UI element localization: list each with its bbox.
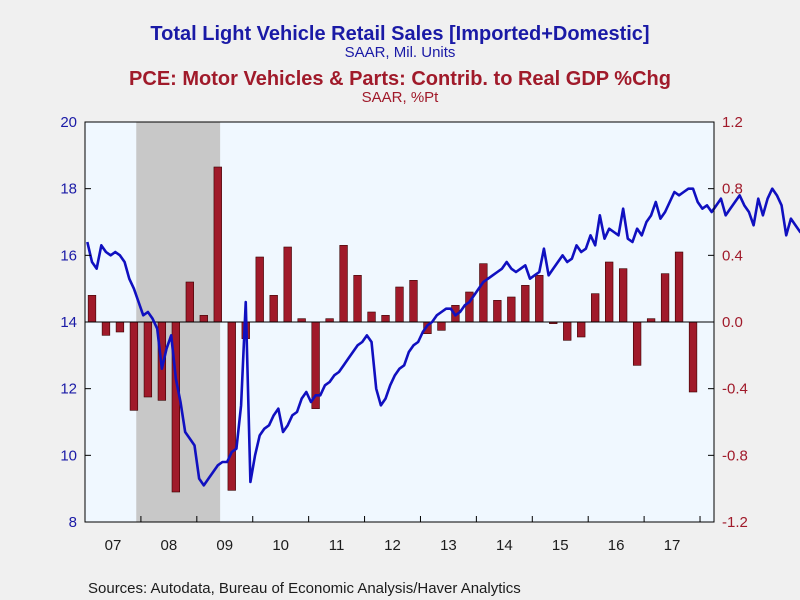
bar <box>283 246 292 323</box>
bar <box>353 275 362 323</box>
bar <box>115 321 125 333</box>
bar <box>660 273 670 323</box>
bar <box>339 245 348 323</box>
bar <box>87 295 97 323</box>
left-tick-label: 16 <box>60 247 77 264</box>
right-axis: -1.2 -0.8 -0.4 0.0 0.4 0.8 1.2 <box>708 114 748 531</box>
left-tick-label: 8 <box>69 514 77 531</box>
right-tick-label: 0.0 <box>722 314 743 331</box>
left-tick-label: 18 <box>60 181 77 198</box>
bar <box>199 315 208 323</box>
right-tick-label: 0.4 <box>722 247 743 264</box>
right-tick-label: 1.2 <box>722 114 743 131</box>
x-tick-label: 15 <box>552 537 569 554</box>
x-tick-label: 09 <box>216 537 233 554</box>
bar <box>605 261 614 323</box>
left-tick-label: 14 <box>60 314 77 331</box>
bar <box>437 321 446 331</box>
source-note: Sources: Autodata, Bureau of Economic An… <box>88 580 521 597</box>
bar <box>632 321 642 366</box>
bar <box>129 321 139 411</box>
left-axis: 8 10 12 14 16 18 20 <box>60 114 91 531</box>
bar <box>688 321 698 393</box>
subtitle-bar: SAAR, %Pt <box>362 89 440 106</box>
right-tick-label: 0.8 <box>722 181 743 198</box>
bar <box>381 315 390 323</box>
title-bar: PCE: Motor Vehicles & Parts: Contrib. to… <box>129 68 671 90</box>
bar <box>227 321 236 491</box>
right-tick-label: -1.2 <box>722 514 748 531</box>
bar <box>395 286 404 323</box>
bar <box>101 321 111 336</box>
bar <box>185 281 194 323</box>
bar <box>479 263 488 323</box>
bar <box>409 280 418 323</box>
bar <box>213 166 222 323</box>
x-tick-label: 08 <box>161 537 178 554</box>
left-tick-label: 20 <box>60 114 77 131</box>
x-tick-label: 07 <box>105 537 122 554</box>
bar <box>255 256 264 323</box>
right-tick-label: -0.8 <box>722 447 748 464</box>
bar <box>367 311 376 323</box>
x-tick-label: 16 <box>608 537 625 554</box>
x-tick-label: 11 <box>329 537 345 554</box>
bar <box>591 293 600 323</box>
x-tick-label: 10 <box>272 537 289 554</box>
bar <box>674 251 684 323</box>
bar <box>269 295 278 323</box>
bar <box>619 268 628 323</box>
bar <box>143 321 153 398</box>
bar <box>507 296 516 323</box>
bar <box>493 300 502 323</box>
sales-line <box>86 187 800 487</box>
left-tick-label: 12 <box>60 381 77 398</box>
x-axis: 07 08 09 10 11 12 13 14 15 16 17 <box>105 516 701 554</box>
subtitle-line: SAAR, Mil. Units <box>345 44 456 61</box>
x-tick-label: 12 <box>384 537 401 554</box>
bar <box>535 275 544 323</box>
bar <box>521 285 530 323</box>
right-tick-label: -0.4 <box>722 381 748 398</box>
bar <box>577 321 586 338</box>
x-tick-label: 14 <box>496 537 513 554</box>
left-tick-label: 10 <box>60 447 77 464</box>
x-tick-label: 17 <box>664 537 681 554</box>
bar <box>563 321 572 341</box>
x-tick-label: 13 <box>440 537 457 554</box>
title-line: Total Light Vehicle Retail Sales [Import… <box>150 23 649 45</box>
